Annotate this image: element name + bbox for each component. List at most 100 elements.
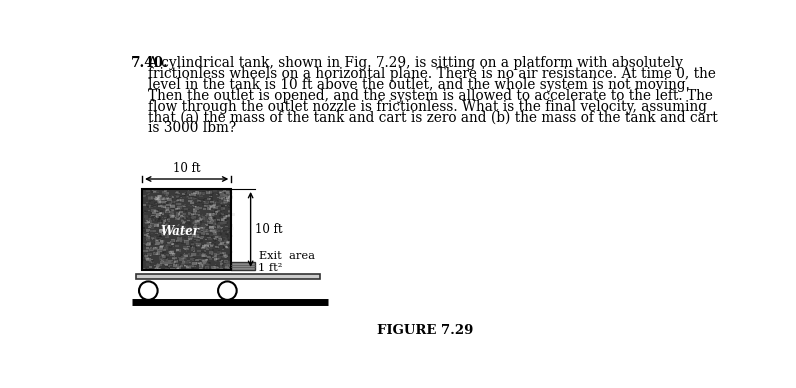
Bar	[147, 268, 149, 270]
Bar	[182, 239, 185, 241]
Bar	[201, 238, 203, 239]
Bar	[174, 254, 176, 255]
Bar	[184, 226, 186, 228]
Bar	[157, 249, 162, 252]
Bar	[193, 208, 196, 210]
Bar	[157, 240, 158, 241]
Bar	[215, 232, 216, 233]
Bar	[176, 200, 178, 201]
Bar	[220, 254, 222, 255]
Bar	[150, 250, 153, 251]
Bar	[144, 222, 146, 223]
Bar	[213, 217, 215, 219]
Bar	[150, 261, 153, 262]
Bar	[187, 220, 190, 222]
Bar	[217, 219, 220, 220]
Bar	[180, 207, 182, 209]
Bar	[172, 253, 176, 256]
Circle shape	[218, 281, 236, 300]
Bar	[143, 243, 145, 244]
Bar	[181, 220, 184, 222]
Bar	[183, 248, 185, 249]
Bar	[152, 237, 156, 239]
Bar	[197, 220, 201, 222]
Bar	[198, 201, 201, 203]
Bar	[170, 204, 175, 207]
Bar	[214, 259, 217, 261]
Bar	[185, 230, 188, 232]
Bar	[210, 204, 213, 206]
Bar	[147, 253, 152, 256]
Bar	[191, 213, 194, 215]
Bar	[153, 252, 158, 255]
Bar	[158, 250, 161, 251]
Bar	[220, 260, 222, 262]
Bar	[174, 267, 178, 269]
Bar	[225, 190, 229, 192]
Bar	[184, 265, 185, 266]
Bar	[156, 213, 158, 214]
Bar	[192, 246, 193, 248]
Bar	[190, 202, 194, 204]
Bar	[217, 256, 223, 259]
Bar	[172, 258, 175, 260]
Bar	[157, 210, 159, 211]
Bar	[219, 196, 221, 197]
Bar	[197, 228, 200, 229]
Bar	[224, 230, 227, 231]
Bar	[189, 246, 192, 247]
Bar	[154, 253, 158, 255]
Bar	[152, 260, 154, 262]
Bar	[229, 246, 232, 248]
Bar	[212, 231, 216, 233]
Bar	[181, 222, 185, 224]
Bar	[154, 265, 157, 266]
Bar	[188, 269, 190, 270]
Bar	[143, 255, 146, 257]
Bar	[166, 229, 167, 230]
Bar	[223, 205, 225, 207]
Bar	[162, 220, 164, 222]
Bar	[153, 210, 156, 212]
Bar	[175, 233, 179, 236]
Bar	[211, 225, 213, 226]
Bar	[174, 255, 176, 257]
Bar	[166, 202, 168, 204]
Bar	[197, 239, 201, 241]
Bar	[146, 237, 148, 239]
Bar	[154, 247, 156, 248]
Bar	[175, 201, 178, 203]
Bar	[169, 252, 171, 253]
Bar	[214, 255, 217, 256]
Bar	[179, 258, 184, 261]
Bar	[159, 201, 162, 203]
Bar	[151, 269, 154, 270]
Bar	[193, 209, 195, 210]
Bar	[160, 240, 164, 243]
Bar	[209, 268, 214, 271]
Bar	[202, 199, 204, 200]
Bar	[178, 209, 180, 211]
Bar	[166, 211, 169, 213]
Bar	[158, 236, 161, 237]
Bar	[153, 247, 158, 249]
Bar	[146, 221, 150, 223]
Bar	[158, 215, 160, 216]
Bar	[186, 229, 188, 231]
Bar	[151, 204, 154, 206]
Bar	[210, 197, 213, 199]
Bar	[146, 236, 150, 239]
Bar	[170, 241, 173, 242]
Bar	[195, 206, 197, 207]
Bar	[173, 263, 175, 265]
Bar	[158, 199, 161, 201]
Bar	[217, 206, 219, 207]
Bar	[158, 259, 162, 260]
Bar	[226, 261, 228, 263]
Bar	[196, 227, 198, 228]
Bar	[162, 224, 164, 225]
Bar	[189, 194, 191, 196]
Bar	[209, 203, 211, 205]
Bar	[201, 225, 205, 228]
Bar	[204, 235, 206, 236]
